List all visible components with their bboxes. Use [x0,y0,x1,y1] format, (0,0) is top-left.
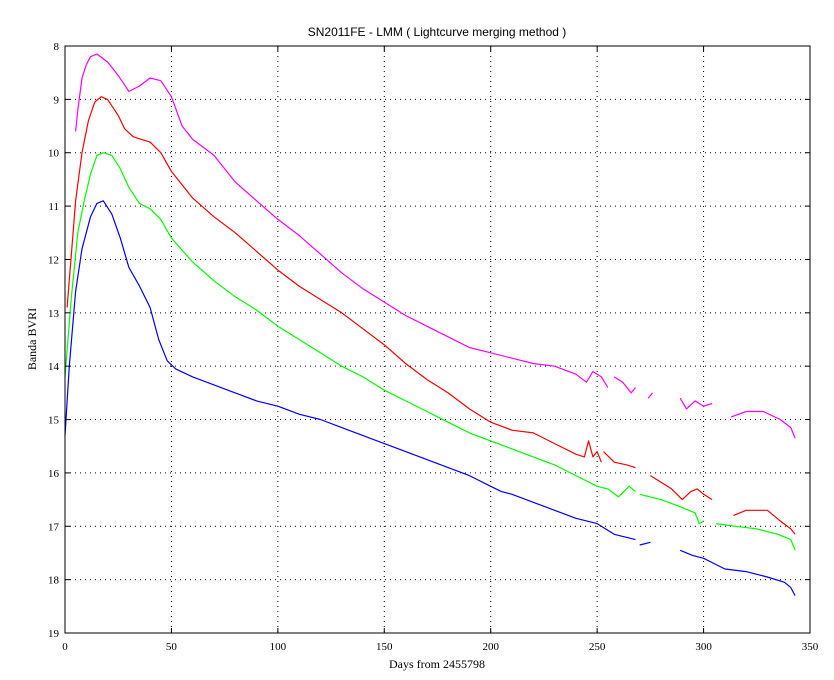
y-axis-label: Banda BVRI [25,308,39,370]
series-line-1 [679,397,713,410]
series-line-2 [66,96,602,463]
series-line-3 [64,152,636,498]
axis-ticks: 0 50 100 150 200 250 300 350 8 9 10 11 12 13 14 15 16 17 1… [48,41,819,653]
series-line-2 [603,451,636,469]
y-tick-label: 11 [48,201,59,213]
grid-lines [65,46,810,633]
series-line-1 [730,410,796,439]
y-tick-label: 13 [48,308,60,320]
series-line-4 [639,541,651,546]
y-tick-label: 10 [48,148,60,160]
x-tick-label: 0 [62,641,68,653]
x-tick-label: 100 [270,641,287,653]
y-tick-label: 17 [48,521,60,533]
x-tick-label: 200 [482,641,499,653]
series-group [64,53,796,596]
y-tick-label: 9 [54,94,60,106]
y-tick-label: 8 [54,41,60,53]
x-tick-label: 50 [166,641,178,653]
series-line-3 [716,523,796,551]
series-line-1 [613,376,636,394]
y-tick-label: 12 [48,254,59,266]
series-line-4 [64,200,636,541]
x-tick-label: 250 [589,641,606,653]
plot-frame [64,45,811,634]
y-tick-label: 19 [48,628,60,640]
x-axis-label: Days from 2455798 [389,657,485,671]
y-tick-label: 16 [48,468,60,480]
y-tick-label: 14 [48,361,60,373]
y-tick-label: 18 [48,575,60,587]
x-tick-label: 350 [802,641,819,653]
series-line-3 [639,493,704,525]
series-line-2 [650,475,713,501]
chart-title: SN2011FE - LMM ( Lightcurve merging meth… [308,25,567,39]
x-tick-label: 300 [695,641,712,653]
series-line-2 [733,509,796,535]
series-line-4 [679,549,796,596]
x-tick-label: 150 [376,641,393,653]
y-tick-label: 15 [48,415,60,427]
series-line-1 [75,53,609,388]
series-line-1 [647,392,653,399]
